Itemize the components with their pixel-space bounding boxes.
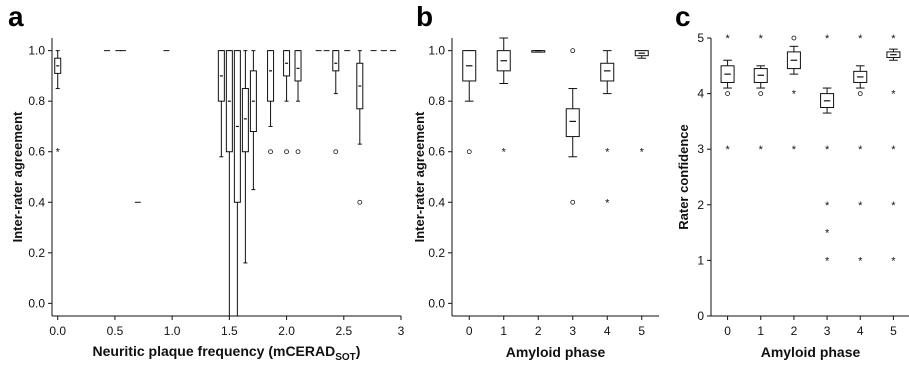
- x-tick-label: 2: [791, 324, 798, 338]
- x-tick-label: 0: [724, 324, 731, 338]
- panel-b: b 0.0 0.2 0.4 0.6 0.8 1.0 0 1 2 3 4 5 Inter-rater agr…: [412, 1, 659, 360]
- outlier-star: *: [640, 147, 645, 159]
- extreme-star: *: [891, 200, 896, 212]
- extreme-star: *: [858, 200, 863, 212]
- extreme-star: *: [825, 255, 830, 267]
- y-tick-label: 0.8: [428, 94, 445, 108]
- x-tick-label: 3: [569, 324, 576, 338]
- outlier-star: *: [605, 147, 610, 159]
- extreme-star: *: [825, 33, 830, 45]
- extreme-star: *: [725, 33, 730, 45]
- x-tick-label: 5: [890, 324, 897, 338]
- y-tick-label: 0.0: [28, 296, 45, 310]
- outlier-circle: [791, 35, 797, 41]
- x-tick-label: 5: [638, 324, 645, 338]
- outlier-circle: [357, 199, 363, 205]
- y-tick-label: 3: [697, 142, 704, 156]
- x-tick-label: 2.0: [278, 324, 295, 338]
- box: [267, 50, 275, 102]
- panel-a: a 0.0 0.2 0.4 0.6 0.8 1.0 0.0 0.5 1.0 1.5 2.0 2.5 3 In…: [8, 1, 405, 363]
- box: [332, 50, 340, 72]
- extreme-star: *: [858, 255, 863, 267]
- outlier-circle: [284, 149, 289, 155]
- extreme-star: *: [825, 200, 830, 212]
- outlier-circle: [295, 149, 301, 155]
- extreme-star: *: [891, 89, 896, 101]
- y-tick-label: 0.8: [28, 94, 45, 108]
- box: [600, 62, 615, 82]
- y-tick-label: 0.4: [428, 195, 445, 209]
- x-tick-label: 1: [757, 324, 764, 338]
- y-tick-label: 0.2: [428, 246, 445, 260]
- x-axis-label: Neuritic plaque frequency (mCERADSOT): [93, 343, 361, 363]
- outlier-circle: [466, 149, 472, 155]
- outlier-circle: [725, 91, 730, 96]
- y-tick-label: 1: [697, 253, 704, 267]
- panel-letter: b: [416, 1, 433, 32]
- panel-letter: a: [8, 1, 24, 32]
- x-tick-label: 1.5: [221, 324, 238, 338]
- outlier-circle: [268, 149, 273, 155]
- x-tick-label: 2: [535, 324, 542, 338]
- box: [294, 50, 302, 82]
- y-tick-label: 0.4: [28, 195, 45, 209]
- outlier-circle: [857, 91, 863, 96]
- outlier-star: *: [56, 147, 61, 159]
- outlier-star: *: [605, 197, 610, 209]
- x-axis-label: Amyloid phase: [506, 344, 606, 360]
- panel-letter: c: [675, 1, 691, 32]
- y-tick-label: 0: [697, 309, 704, 323]
- extreme-star: *: [792, 89, 797, 101]
- extreme-star: *: [725, 144, 730, 156]
- y-tick-label: 1.0: [28, 44, 45, 58]
- x-tick-label: 3: [824, 324, 831, 338]
- y-tick-label: 0.6: [28, 145, 45, 159]
- x-tick-label: 4: [604, 324, 611, 338]
- extreme-star: *: [891, 144, 896, 156]
- x-tick-label: 1.0: [164, 324, 181, 338]
- x-tick-label: 0.0: [49, 324, 66, 338]
- box: [241, 88, 249, 153]
- y-tick-label: 4: [697, 87, 704, 101]
- extreme-star: *: [858, 33, 863, 45]
- x-tick-label: 1: [500, 324, 507, 338]
- panel-c: c 0 1 2 3 4 5 0 1 2 3 4 5 Rater confidence Amyloid pha…: [675, 1, 909, 360]
- x-tick-label: 0.5: [107, 324, 124, 338]
- x-tick-label: 3: [398, 324, 405, 338]
- y-axis-label: Rater confidence: [676, 124, 691, 229]
- x-tick-label: 4: [857, 324, 864, 338]
- outlier-circle: [570, 48, 576, 54]
- extreme-star: *: [825, 144, 830, 156]
- extreme-star: *: [891, 33, 896, 45]
- x-axis-label: Amyloid phase: [761, 344, 861, 360]
- outlier-circle: [570, 199, 576, 205]
- y-axis-label: Inter-rater agreement: [412, 111, 427, 242]
- extreme-star: *: [858, 144, 863, 156]
- extreme-star: *: [759, 33, 764, 45]
- x-tick-label: 0: [466, 324, 473, 338]
- outlier-circle: [333, 149, 339, 155]
- y-tick-label: 2: [697, 198, 704, 212]
- y-tick-label: 1.0: [428, 44, 445, 58]
- outlier-circle: [758, 91, 764, 96]
- y-tick-label: 0.0: [428, 296, 445, 310]
- extreme-star: *: [891, 255, 896, 267]
- y-tick-label: 5: [697, 31, 704, 45]
- extreme-star: *: [825, 228, 830, 240]
- box: [565, 108, 580, 138]
- y-tick-label: 0.2: [28, 246, 45, 260]
- x-tick-label: 2.5: [335, 324, 352, 338]
- y-tick-label: 0.6: [428, 145, 445, 159]
- extreme-star: *: [759, 144, 764, 156]
- y-axis-label: Inter-rater agreement: [10, 111, 25, 242]
- outlier-star: *: [502, 147, 507, 159]
- extreme-star: *: [792, 144, 797, 156]
